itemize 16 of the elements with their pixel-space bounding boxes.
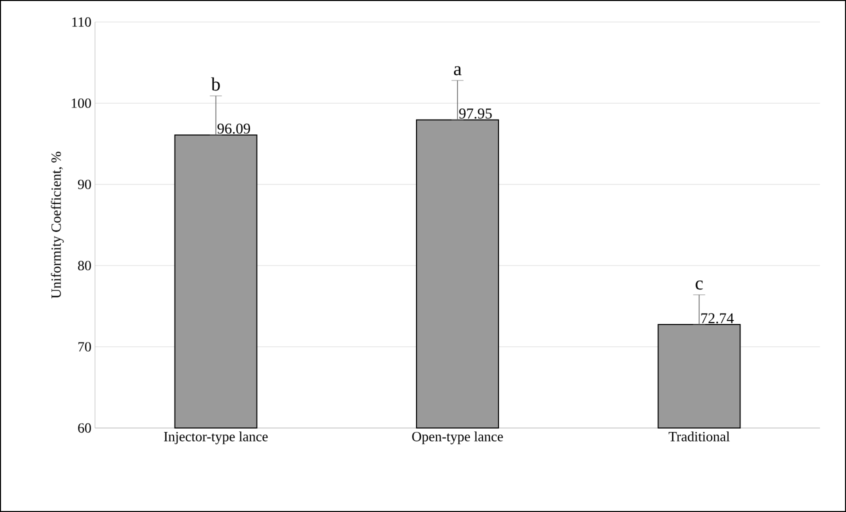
annotation: c — [696, 280, 703, 290]
data-label: 72.74 — [701, 313, 734, 324]
x-tick-label: Traditional — [668, 432, 730, 442]
y-tick-label: 100 — [72, 98, 91, 108]
x-tick-label: Open-type lance — [412, 432, 503, 444]
annotation: b — [211, 77, 220, 91]
x-tick-label: Injector-type lance — [164, 432, 268, 444]
y-axis-title: Uniformity Coefficient, % — [50, 152, 64, 298]
annotation: a — [454, 66, 462, 76]
y-tick-label: 60 — [78, 423, 91, 433]
data-label: 96.09 — [218, 124, 250, 134]
y-tick-label: 110 — [72, 17, 91, 27]
y-tick-label: 90 — [78, 180, 91, 190]
y-tick-label: 80 — [78, 260, 91, 270]
y-tick-label: 70 — [78, 342, 91, 352]
data-label: 97.95 — [459, 108, 492, 119]
